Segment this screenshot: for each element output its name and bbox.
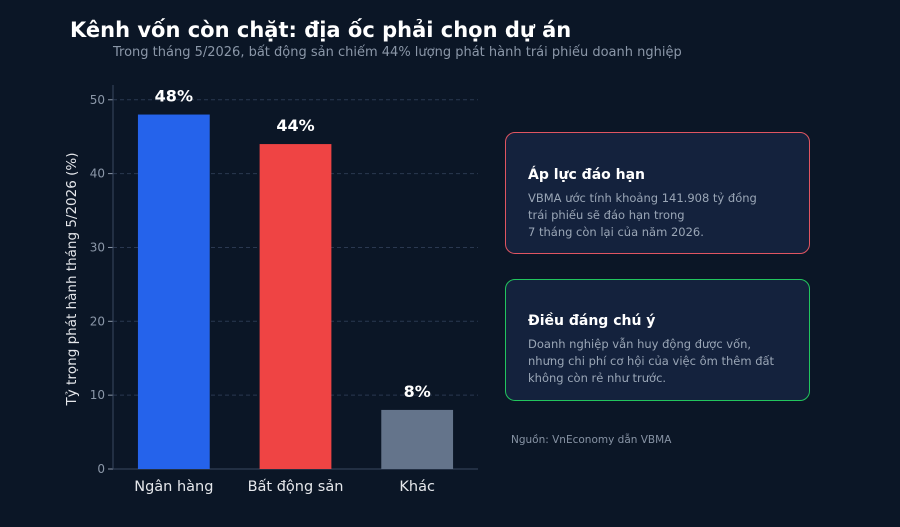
y-tick-label: 20 — [90, 314, 105, 328]
y-tick-label: 40 — [90, 167, 105, 181]
y-tick-label: 10 — [90, 388, 105, 402]
y-tick-label: 50 — [90, 93, 105, 107]
x-tick-label: Bất động sản — [248, 479, 344, 495]
y-tick-label: 30 — [90, 240, 105, 254]
card-notable-point: Điều đáng chú ý Doanh nghiệp vẫn huy độn… — [505, 279, 810, 401]
bar-1 — [259, 144, 332, 470]
card-maturity-body: VBMA ước tính khoảng 141.908 tỷ đồng trá… — [528, 191, 757, 239]
card-maturity-pressure: Áp lực đáo hạn VBMA ước tính khoảng 141.… — [505, 132, 810, 254]
x-tick-label: Ngân hàng — [134, 479, 213, 495]
x-tick-label: Khác — [399, 479, 435, 495]
card-notable-body: Doanh nghiệp vẫn huy động được vốn, nhưn… — [528, 337, 775, 385]
source-note: Nguồn: VnEconomy dẫn VBMA — [511, 434, 672, 446]
y-axis-label: Tỷ trọng phát hành tháng 5/2026 (%) — [64, 153, 80, 407]
y-tick-label: 0 — [97, 462, 105, 476]
bar-2 — [381, 409, 454, 469]
bar-value-label: 8% — [404, 382, 431, 401]
chart-subtitle: Trong tháng 5/2026, bất động sản chiếm 4… — [113, 45, 682, 60]
card-notable-title: Điều đáng chú ý — [528, 313, 656, 329]
bar-value-label: 44% — [276, 116, 314, 135]
chart-title: Kênh vốn còn chặt: địa ốc phải chọn dự á… — [70, 18, 572, 42]
bar-0 — [137, 114, 210, 470]
card-maturity-title: Áp lực đáo hạn — [528, 167, 646, 183]
bar-value-label: 48% — [155, 87, 193, 106]
